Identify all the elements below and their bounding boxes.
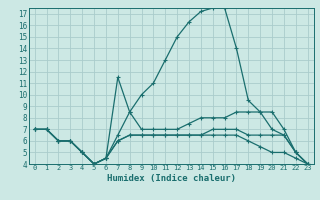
X-axis label: Humidex (Indice chaleur): Humidex (Indice chaleur) [107, 174, 236, 183]
